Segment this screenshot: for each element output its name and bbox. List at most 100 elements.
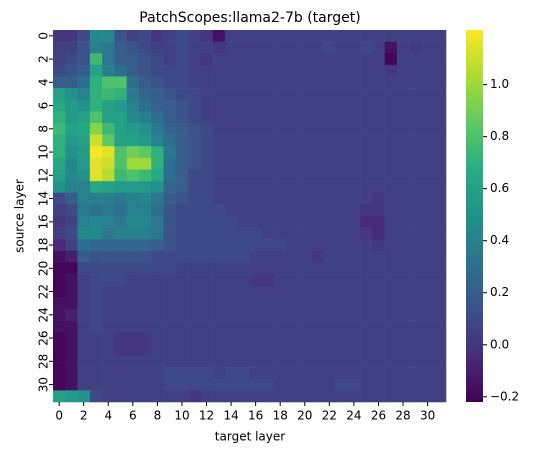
heatmap-cell [323, 227, 336, 240]
heatmap-cell [163, 76, 177, 89]
heatmap-cell [89, 285, 103, 298]
heatmap-cell [188, 41, 201, 54]
heatmap-cell [347, 146, 361, 159]
heatmap-cell [77, 30, 91, 42]
heatmap-cell [175, 134, 189, 147]
heatmap-cell [384, 111, 398, 124]
heatmap-cell [298, 320, 312, 333]
heatmap-cell [175, 367, 189, 380]
heatmap-cell [372, 41, 385, 54]
heatmap-cell [102, 332, 115, 345]
heatmap-cell [126, 111, 140, 124]
heatmap-cell [421, 285, 435, 298]
heatmap-cell [77, 64, 91, 77]
heatmap-cell [237, 309, 250, 321]
heatmap-cell [53, 297, 66, 310]
heatmap-cell [384, 239, 398, 252]
x-tick-label: 16 [248, 409, 263, 423]
heatmap-cell [53, 216, 66, 228]
heatmap-cell [102, 53, 115, 66]
heatmap-cell [212, 157, 226, 170]
heatmap-cell [249, 157, 263, 170]
heatmap-cell [274, 285, 287, 298]
heatmap-cell [89, 262, 103, 275]
heatmap-cell [138, 157, 152, 170]
heatmap-cell [65, 169, 78, 182]
heatmap-cell [335, 30, 349, 42]
heatmap-cell [151, 250, 164, 263]
heatmap-cell [212, 320, 226, 333]
heatmap-cell [396, 64, 410, 77]
x-tick-label: 24 [346, 409, 361, 423]
heatmap-cell [384, 169, 398, 182]
heatmap-cell [298, 239, 312, 252]
heatmap-cell [421, 169, 435, 182]
heatmap-cell [65, 332, 78, 345]
heatmap-cell [212, 99, 226, 112]
heatmap-cell [237, 53, 250, 66]
heatmap-cell [114, 355, 127, 368]
heatmap-cell [335, 204, 349, 217]
heatmap-cell [384, 88, 398, 101]
heatmap-cell [151, 111, 164, 124]
heatmap-cell [114, 332, 127, 345]
heatmap-cell [298, 216, 312, 228]
heatmap-cell [409, 99, 422, 112]
heatmap-cell [372, 88, 385, 101]
heatmap-cell [138, 192, 152, 205]
heatmap-cell [335, 239, 349, 252]
heatmap-cell [261, 343, 275, 356]
heatmap-cell [114, 320, 127, 333]
heatmap-cell [200, 262, 213, 275]
heatmap-cell [114, 192, 127, 205]
heatmap-cell [138, 367, 152, 380]
heatmap-cell [53, 320, 66, 333]
heatmap-cell [126, 320, 140, 333]
heatmap-cell [138, 297, 152, 310]
heatmap-cell [163, 250, 177, 263]
heatmap-cell [77, 343, 91, 356]
heatmap-cell [151, 76, 164, 89]
heatmap-cell [372, 378, 385, 391]
y-tick-label: 16 [37, 214, 51, 229]
heatmap-cell [360, 297, 373, 310]
heatmap-cell [421, 309, 435, 321]
heatmap-cell [151, 88, 164, 101]
heatmap-cell [372, 30, 385, 42]
heatmap-cell [347, 53, 361, 66]
heatmap-cell [102, 192, 115, 205]
heatmap-cell [286, 53, 299, 66]
heatmap-cell [237, 343, 250, 356]
heatmap-cell [114, 134, 127, 147]
heatmap-cell [53, 157, 66, 170]
heatmap-cell [200, 216, 213, 228]
heatmap-cell [298, 390, 312, 403]
heatmap-cell [335, 53, 349, 66]
heatmap-cell [384, 41, 398, 54]
heatmap-cell [421, 88, 435, 101]
heatmap-cell [77, 262, 91, 275]
heatmap-cell [347, 227, 361, 240]
heatmap-cell [274, 146, 287, 159]
heatmap-cell [53, 41, 66, 54]
heatmap-cell [409, 216, 422, 228]
heatmap-cell [433, 64, 447, 77]
heatmap-cell [53, 227, 66, 240]
heatmap-cell [77, 378, 91, 391]
heatmap-cell [274, 355, 287, 368]
heatmap-cell [77, 367, 91, 380]
heatmap-cell [298, 262, 312, 275]
heatmap-cell [372, 355, 385, 368]
heatmap-cell [323, 250, 336, 263]
heatmap-cell [286, 297, 299, 310]
heatmap-cell [421, 192, 435, 205]
heatmap-cell [396, 309, 410, 321]
heatmap-cell [212, 343, 226, 356]
heatmap-cell [114, 297, 127, 310]
heatmap-cell [200, 181, 213, 194]
heatmap-cell [188, 320, 201, 333]
heatmap-cell [224, 320, 238, 333]
heatmap-cell [151, 355, 164, 368]
heatmap-cell [126, 64, 140, 77]
heatmap-cell [200, 320, 213, 333]
